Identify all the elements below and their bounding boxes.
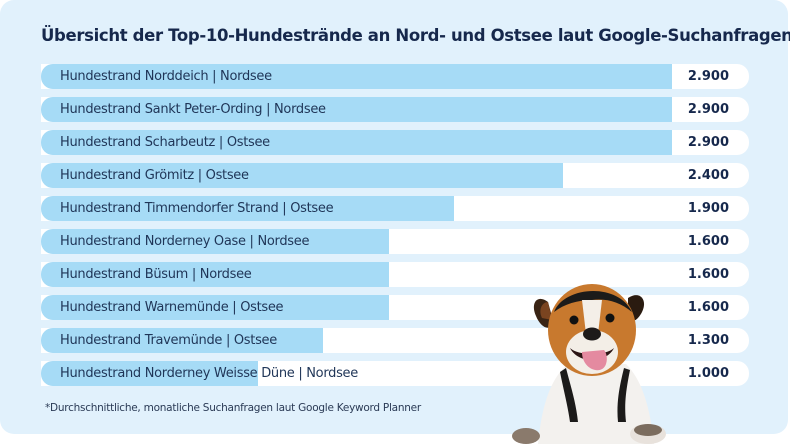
bar-row: Hundestrand Norderney Weisse Düne | Nord… xyxy=(41,361,749,386)
footnote: *Durchschnittliche, monatliche Suchanfra… xyxy=(45,402,421,414)
bar-row: Hundestrand Grömitz | Ostsee 2.400 xyxy=(41,163,749,188)
bar-label: Hundestrand Norddeich | Nordsee xyxy=(60,69,272,84)
bar-value: 2.900 xyxy=(687,69,729,84)
chart-card: Übersicht der Top-10-Hundestrände an Nor… xyxy=(0,0,790,434)
bar-fill xyxy=(41,295,389,320)
bar-label: Hundestrand Norderney Weisse Düne | Nord… xyxy=(60,366,358,381)
bar-fill xyxy=(41,196,454,221)
bar-fill xyxy=(41,64,672,89)
bar-row: Hundestrand Scharbeutz | Ostsee 2.900 xyxy=(41,130,749,155)
bar-value: 1.000 xyxy=(687,366,729,381)
bar-label: Hundestrand Grömitz | Ostsee xyxy=(60,168,249,183)
bar-value: 1.600 xyxy=(687,267,729,282)
chart-title: Übersicht der Top-10-Hundestrände an Nor… xyxy=(41,26,790,45)
bar-row: Hundestrand Sankt Peter-Ording | Nordsee… xyxy=(41,97,749,122)
bar-fill xyxy=(41,130,672,155)
dog-icon xyxy=(512,284,666,444)
bar-value: 1.300 xyxy=(687,333,729,348)
bar-fill xyxy=(41,163,563,188)
bar-fill xyxy=(41,97,672,122)
bar-label: Hundestrand Travemünde | Ostsee xyxy=(60,333,277,348)
bar-fill xyxy=(41,229,389,254)
bar-fill xyxy=(41,262,389,287)
bar-fill xyxy=(41,361,258,386)
bar-value: 1.600 xyxy=(687,300,729,315)
bar-fill xyxy=(41,328,323,353)
bar-label: Hundestrand Timmendorfer Strand | Ostsee xyxy=(60,201,334,216)
bar-row: Hundestrand Büsum | Nordsee 1.600 xyxy=(41,262,749,287)
bar-row: Hundestrand Timmendorfer Strand | Ostsee… xyxy=(41,196,749,221)
bar-label: Hundestrand Norderney Oase | Nordsee xyxy=(60,234,310,249)
bar-label: Hundestrand Büsum | Nordsee xyxy=(60,267,252,282)
bar-row: Hundestrand Norderney Oase | Nordsee 1.6… xyxy=(41,229,749,254)
bar-value: 1.900 xyxy=(687,201,729,216)
bar-value: 2.900 xyxy=(687,102,729,117)
bar-label: Hundestrand Scharbeutz | Ostsee xyxy=(60,135,270,150)
bar-label: Hundestrand Sankt Peter-Ording | Nordsee xyxy=(60,102,326,117)
bar-value: 2.900 xyxy=(687,135,729,150)
bar-row: Hundestrand Norddeich | Nordsee 2.900 xyxy=(41,64,749,89)
bar-value: 1.600 xyxy=(687,234,729,249)
bar-value: 2.400 xyxy=(687,168,729,183)
bar-label: Hundestrand Warnemünde | Ostsee xyxy=(60,300,284,315)
